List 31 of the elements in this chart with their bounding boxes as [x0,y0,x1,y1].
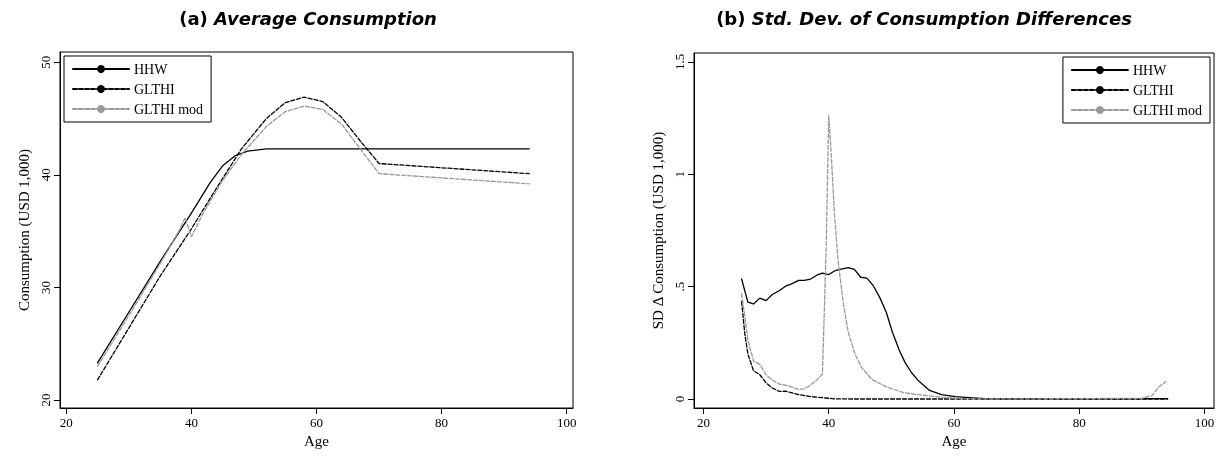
y-tick-label: 50 [38,55,53,69]
x-tick-label: 80 [1072,415,1086,430]
chart-title: (b) Std. Dev. of Consumption Differences [716,7,1133,29]
line-series [740,114,1167,400]
x-tick-label: 40 [822,415,836,430]
y-tick-label: 40 [38,168,53,182]
x-axis-title: Age [941,433,967,450]
x-tick-label: 20 [59,415,73,430]
x-tick-label: 80 [435,415,449,430]
y-tick-label: 0 [672,395,687,403]
legend-label: GLTHI mod [134,101,204,117]
y-axis-title: SD Δ Consumption (USD 1,000) [649,131,667,330]
legend-label: HHW [1132,62,1168,78]
legend-label: GLTHI [134,81,176,97]
legend-label: GLTHI [1132,82,1174,98]
x-tick-label: 100 [1194,415,1215,430]
x-tick-label: 60 [310,415,323,430]
y-tick-label: .5 [672,281,687,292]
y-tick-label: 30 [38,280,53,294]
x-tick-label: 60 [947,415,961,430]
y-tick-label: 20 [38,393,53,407]
x-tick-label: 40 [184,415,198,430]
x-tick-label: 100 [556,415,577,430]
legend-label: GLTHI mod [1132,102,1202,118]
legend-label: HHW [134,61,169,77]
x-tick-label: 20 [696,415,710,430]
x-axis-title: Age [304,433,330,450]
y-tick-label: 1.5 [672,53,687,71]
y-tick-label: 1 [672,171,687,178]
chart-title: (a) Average Consumption [179,7,437,29]
y-axis-title: Consumption (USD 1,000) [15,148,33,312]
